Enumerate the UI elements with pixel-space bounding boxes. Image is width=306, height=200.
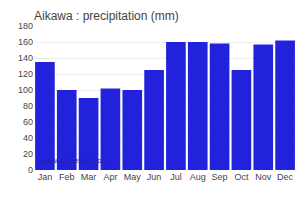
svg-text:Feb: Feb (59, 172, 75, 182)
svg-text:40: 40 (23, 133, 33, 143)
svg-text:100: 100 (18, 85, 33, 95)
svg-text:0: 0 (28, 165, 33, 175)
svg-text:Oct: Oct (234, 172, 249, 182)
svg-text:Aug: Aug (190, 172, 206, 182)
svg-text:60: 60 (23, 117, 33, 127)
svg-text:Jul: Jul (170, 172, 182, 182)
svg-text:Mar: Mar (81, 172, 97, 182)
svg-text:80: 80 (23, 101, 33, 111)
svg-text:Jan: Jan (38, 172, 53, 182)
svg-text:Sep: Sep (212, 172, 228, 182)
svg-text:Nov: Nov (255, 172, 272, 182)
svg-text:140: 140 (18, 53, 33, 63)
svg-text:Dec: Dec (277, 172, 294, 182)
svg-text:120: 120 (18, 69, 33, 79)
svg-text:20: 20 (23, 149, 33, 159)
svg-text:Aikawa : precipitation (mm): Aikawa : precipitation (mm) (34, 9, 179, 23)
svg-text:May: May (124, 172, 142, 182)
svg-text:www.allmetsat.com: www.allmetsat.com (39, 156, 109, 165)
svg-text:Jun: Jun (147, 172, 162, 182)
svg-text:180: 180 (18, 21, 33, 31)
svg-text:Apr: Apr (103, 172, 117, 182)
svg-text:160: 160 (18, 37, 33, 47)
